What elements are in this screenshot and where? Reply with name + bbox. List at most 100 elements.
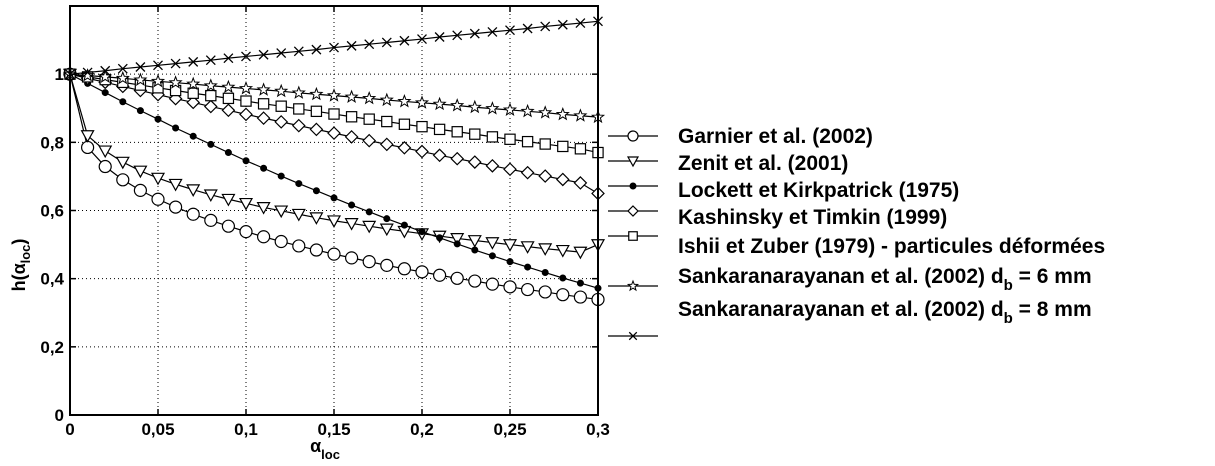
data-point-star (186, 76, 201, 91)
y-tick-label: 0 (55, 406, 64, 425)
data-point-star (291, 85, 306, 99)
data-point-diamond (274, 115, 289, 129)
data-point-cross (522, 23, 533, 34)
data-point-star (274, 83, 289, 98)
data-point-dot (189, 132, 197, 140)
data-point-cross (311, 44, 322, 55)
data-point-diamond (538, 169, 553, 183)
data-point-square (275, 100, 287, 112)
data-point-circle (274, 234, 288, 249)
data-point-triangle (450, 233, 465, 246)
x-axis-label-main: α (310, 436, 321, 456)
data-point-circle (380, 258, 394, 272)
data-point-square (187, 87, 199, 99)
data-point-dot (136, 107, 144, 115)
data-point-circle (80, 140, 95, 155)
legend-entry: Lockett et Kirkpatrick (1975) (608, 179, 959, 202)
data-point-dot (295, 180, 303, 188)
data-point-square (557, 140, 569, 153)
data-point-cross (434, 32, 445, 42)
x-axis-label-sub: loc (321, 447, 340, 462)
series-layer (62, 16, 606, 307)
data-point-square (205, 89, 217, 102)
data-point-cross (241, 51, 251, 62)
data-point-circle (345, 251, 359, 265)
axis-ticks: 0 0,05 0,1 0,15 0,2 0,25 0,3 0 0,2 0,4 0,6 0,8 1 (40, 6, 610, 439)
data-point-square (486, 131, 499, 143)
data-point-dot (506, 258, 514, 266)
data-point-cross (417, 34, 427, 45)
data-point-diamond (432, 148, 447, 163)
data-point-dot (541, 269, 549, 277)
data-point-cross (329, 42, 339, 53)
data-point-triangle (256, 202, 271, 215)
data-point-diamond (203, 99, 218, 114)
data-point-dot (172, 124, 180, 132)
data-point-triangle (573, 246, 588, 260)
legend-entry: Ishii et Zuber (1979) - particules défor… (608, 231, 1105, 258)
data-point-dot (471, 246, 479, 254)
data-point-dot (383, 215, 391, 223)
legend: Garnier et al. (2002) Zenit et al. (2001)… (608, 125, 1105, 341)
data-point-triangle (326, 215, 342, 228)
data-point-star (309, 86, 324, 101)
data-point-square (240, 95, 252, 107)
data-point-star (397, 94, 412, 108)
data-point-circle (151, 192, 165, 206)
data-point-dot (453, 240, 461, 248)
data-point-cross (205, 55, 216, 66)
legend-label: Ishii et Zuber (1979) - particules défor… (678, 235, 1105, 258)
data-point-dot (348, 201, 356, 209)
x-tick-label: 0,15 (317, 420, 350, 439)
legend-label-sub: b (1004, 277, 1013, 294)
data-point-cross (276, 48, 287, 58)
data-point-star (238, 81, 254, 95)
legend-label-main: Sankaranarayanan et al. (2002) d (678, 298, 1004, 321)
legend-label-sub: b (1004, 310, 1013, 327)
data-point-square (521, 135, 534, 148)
data-point-square (293, 103, 305, 115)
data-point-dot (224, 149, 232, 157)
data-point-circle (327, 247, 341, 261)
data-point-square (398, 118, 411, 130)
data-point-triangle (555, 244, 570, 258)
data-point-circle (362, 255, 376, 269)
data-point-circle (309, 243, 323, 257)
data-point-diamond (450, 151, 465, 166)
data-point-star (502, 102, 518, 116)
legend-label: Sankaranarayanan et al. (2002) db = 8 mm (678, 298, 1092, 327)
data-point-cross (223, 53, 234, 64)
data-point-circle (98, 159, 112, 174)
data-point-cross (293, 46, 304, 57)
data-point-dot (418, 228, 426, 236)
data-point-star (432, 96, 447, 111)
data-point-star (626, 279, 640, 292)
data-point-circle (221, 219, 235, 233)
data-point-dot (242, 157, 250, 165)
data-point-square (381, 115, 393, 128)
data-point-cross (487, 26, 498, 37)
data-point-circle (239, 225, 253, 239)
data-point-diamond (362, 133, 377, 148)
legend-label-tail: = 6 mm (1013, 265, 1092, 288)
data-point-circle (450, 271, 464, 285)
data-point-diamond (256, 111, 271, 125)
data-point-dot (101, 89, 109, 97)
data-point-triangle (291, 208, 306, 222)
x-tick-label: 0,1 (234, 420, 258, 439)
data-point-triangle (274, 205, 289, 219)
x-tick-label: 0 (65, 420, 74, 439)
data-point-diamond (467, 155, 482, 169)
data-point-cross (469, 28, 480, 39)
data-point-cross (346, 40, 357, 51)
data-point-diamond (186, 95, 201, 110)
data-point-diamond (555, 172, 570, 187)
data-point-cross (399, 35, 410, 46)
data-point-triangle (379, 223, 394, 237)
data-point-square (257, 98, 270, 110)
data-point-cross (117, 63, 128, 74)
data-point-diamond (415, 144, 429, 159)
data-point-star (414, 95, 430, 109)
data-point-circle (573, 290, 588, 304)
data-point-diamond (344, 130, 359, 144)
